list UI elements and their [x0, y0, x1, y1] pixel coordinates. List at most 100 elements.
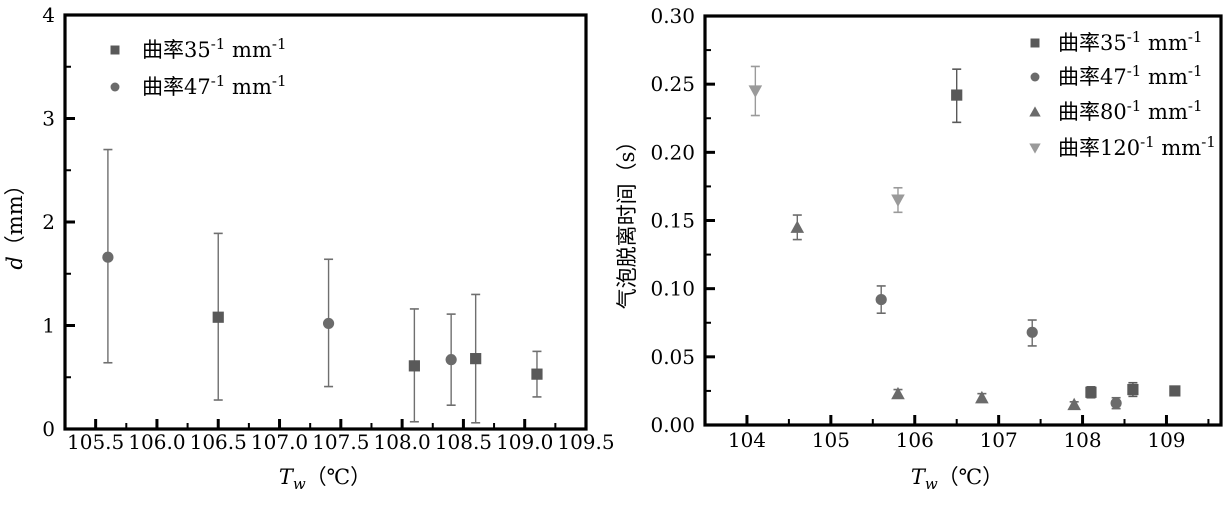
legend-label-part: -1 [1127, 28, 1142, 46]
y-axis-title: d（mm） [3, 174, 27, 269]
x-axis-title: Tw（℃） [279, 465, 371, 493]
y-tick-label: 0.30 [650, 4, 695, 28]
data-point-marker [790, 220, 805, 233]
legend-marker [110, 45, 120, 55]
data-point-marker [951, 89, 963, 101]
data-point-marker [445, 354, 457, 366]
legend-label-part: -1 [1188, 62, 1203, 80]
legend-label-part: -1 [1188, 28, 1203, 46]
legend-label-part: -1 [1201, 133, 1216, 151]
legend-label-part: -1 [211, 72, 226, 90]
series-square [951, 68, 1181, 399]
legend-label: 曲率35-1 mm-1 [1058, 28, 1203, 55]
y-axis-title-part: 气泡脱离时间（s） [615, 131, 639, 310]
x-tick-label: 107 [980, 428, 1018, 452]
series-circle [875, 285, 1122, 410]
data-point-marker [470, 353, 482, 365]
chart-bubble-diameter: 105.5 106.0 106.5 107.0 107.5 108.0 108.5 109.0… [42, 3, 614, 454]
legend-label-part: -1 [211, 35, 226, 53]
y-tick-label: 4 [42, 3, 55, 27]
legend-label-part: mm [1141, 100, 1188, 124]
data-point-marker [875, 293, 887, 306]
data-point-marker [408, 360, 420, 372]
y-tick-label: 0.25 [650, 72, 695, 96]
y-axis-title-part: （mm） [3, 174, 27, 256]
chart-departure-time: 104 105 106 107 108 109 0.00 0.05 0.10 0.15 0.20 0.… [650, 4, 1223, 452]
x-tick-label: 108 [1063, 428, 1101, 452]
axis-frame [63, 13, 588, 431]
legend-marker [110, 82, 120, 92]
legend-label-part: 曲率35 [1058, 31, 1127, 55]
legend-label: 曲率35-1 mm-1 [142, 35, 287, 62]
x-axis-title: Tw（℃） [911, 465, 1003, 493]
x-tick-label: 107.5 [312, 430, 369, 454]
legend-marker [1030, 38, 1040, 48]
data-point-marker [322, 317, 335, 330]
x-axis-title-part: （℃） [938, 465, 1004, 489]
y-tick-label: 0 [42, 417, 55, 441]
legend-label-part: 曲率47 [142, 75, 211, 99]
legend-label-part: 曲率80 [1058, 100, 1127, 124]
x-axis-title-part: w [293, 475, 306, 493]
data-point-marker [1110, 397, 1122, 409]
x-tick-label: 104 [728, 428, 766, 452]
x-tick-label: 106 [896, 428, 934, 452]
data-point-marker [975, 390, 989, 404]
legend-label-part: -1 [1188, 97, 1203, 115]
x-tick-label: 108.0 [373, 430, 430, 454]
data-point-marker [102, 251, 114, 263]
data-point-marker [1067, 397, 1081, 411]
axis-frame [703, 14, 1223, 427]
legend-marker [1030, 72, 1040, 82]
legend-label-part: mm [1155, 136, 1202, 160]
x-tick-label: 106.0 [128, 430, 185, 454]
y-tick-label: 0.05 [650, 345, 695, 369]
data-point-marker [891, 194, 905, 207]
y-axis-title-part: d [3, 256, 27, 269]
x-axis-title-part: T [279, 465, 295, 489]
legend-label: 曲率120-1 mm-1 [1058, 133, 1216, 160]
legend-label-part: -1 [1127, 97, 1142, 115]
x-tick-label: 109 [1147, 428, 1185, 452]
data-point-marker [891, 386, 905, 400]
series-square [212, 232, 543, 424]
x-tick-label: 107.0 [251, 430, 308, 454]
legend-label-part: -1 [1140, 133, 1155, 151]
x-axis-title-part: （℃） [306, 465, 372, 489]
legend-label-part: mm [225, 38, 272, 62]
x-tick-label: 109.0 [496, 430, 553, 454]
legend-label-part: -1 [272, 35, 287, 53]
x-tick-label: 108.5 [435, 430, 492, 454]
legend-label-part: mm [225, 75, 272, 99]
x-axis-title-part: w [925, 475, 938, 493]
data-point-marker [1169, 385, 1181, 397]
x-tick-label: 105 [812, 428, 850, 452]
x-tick-label: 105.5 [67, 430, 124, 454]
y-tick-label: 0.10 [650, 277, 695, 301]
series-triangle-up [790, 214, 1081, 411]
y-tick-label: 0.15 [650, 209, 695, 233]
y-axis-title: 气泡脱离时间（s） [615, 131, 639, 310]
y-tick-label: 3 [42, 107, 55, 131]
series-triangle-down [748, 65, 905, 214]
y-tick-label: 1 [42, 314, 55, 338]
legend-label: 曲率47-1 mm-1 [1058, 62, 1203, 89]
data-point-marker [531, 368, 543, 380]
y-tick-label: 0.00 [650, 413, 695, 437]
x-tick-label: 109.5 [557, 430, 614, 454]
y-tick-label: 2 [42, 210, 55, 234]
x-axis-title-part: T [911, 465, 927, 489]
y-tick-label: 0.20 [650, 140, 695, 164]
series-circle [102, 148, 457, 406]
legend-label-part: mm [1141, 65, 1188, 89]
legend-label-part: 曲率120 [1058, 136, 1140, 160]
legend-label-part: -1 [272, 72, 287, 90]
legend-label-part: 曲率47 [1058, 65, 1127, 89]
data-point-marker [212, 311, 224, 323]
legend-label: 曲率80-1 mm-1 [1058, 97, 1203, 124]
legend-label: 曲率47-1 mm-1 [142, 72, 287, 99]
x-tick-label: 106.5 [190, 430, 247, 454]
